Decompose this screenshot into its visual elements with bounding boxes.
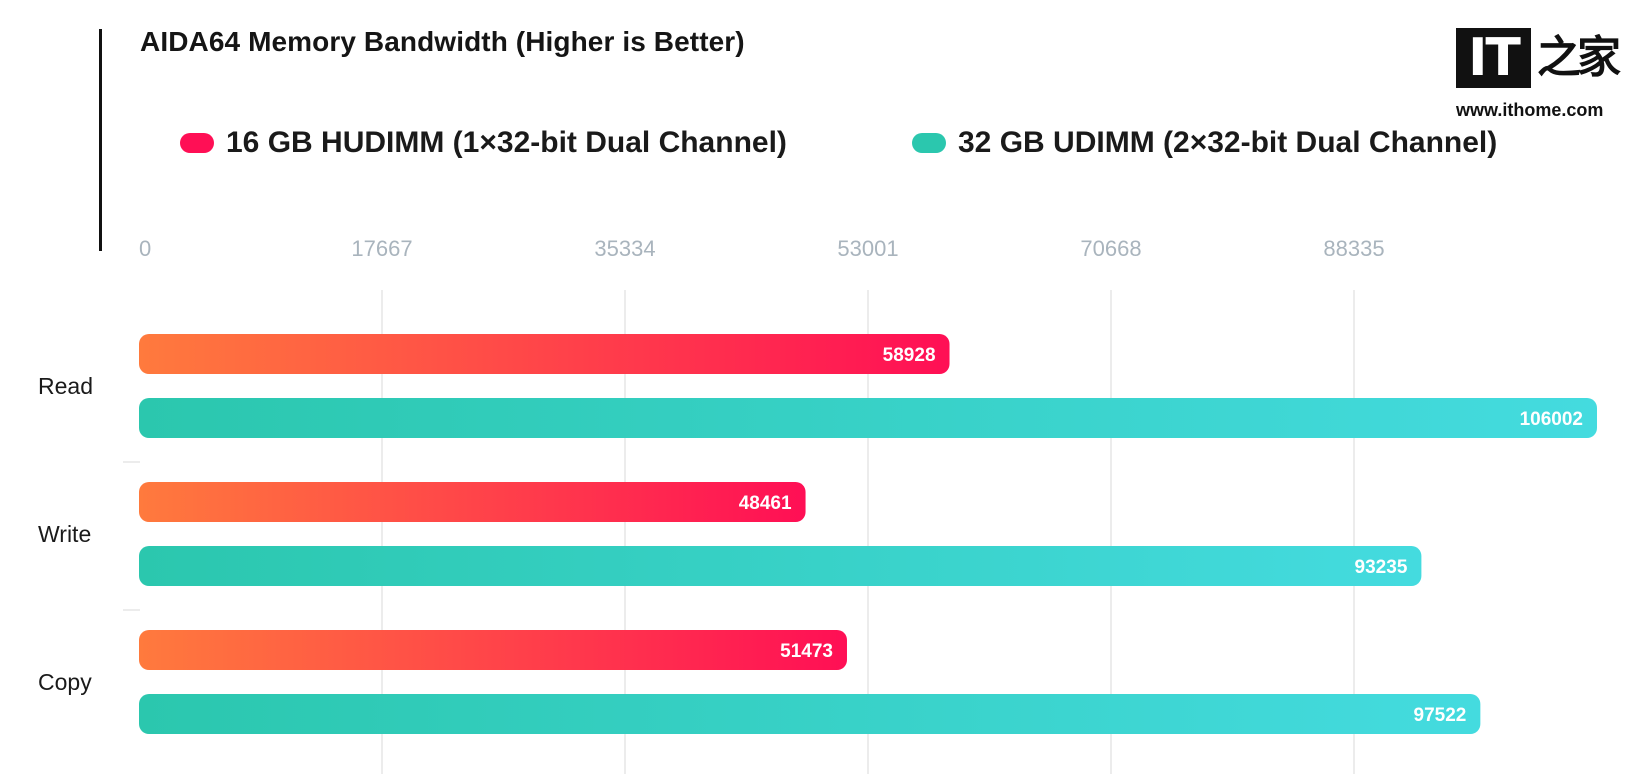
category-label-write: Write (38, 521, 91, 547)
accent-rule (99, 29, 102, 251)
bars: 58928 106002 48461 93235 51473 97522 (139, 334, 1597, 734)
logo-mark: IT 之家 (1456, 28, 1621, 88)
bar-read-series-2 (139, 398, 1597, 438)
bar-value-label: 58928 (883, 345, 936, 366)
chart-title: AIDA64 Memory Bandwidth (Higher is Bette… (140, 26, 745, 57)
logo-url: www.ithome.com (1456, 100, 1604, 120)
bar-value-label: 93235 (1355, 557, 1408, 578)
bar-write-series-1 (139, 482, 806, 522)
bar-read-series-1 (139, 334, 950, 374)
bar-write-series-2 (139, 546, 1422, 586)
bar-copy-series-1 (139, 630, 847, 670)
x-tick-label: 70668 (1080, 236, 1141, 261)
bar-value-label: 106002 (1520, 409, 1583, 430)
legend-item-hudimm[interactable]: 16 GB HUDIMM (1×32-bit Dual Channel) (180, 126, 787, 160)
x-tick-label: 0 (139, 236, 151, 261)
x-tick-label: 17667 (351, 236, 412, 261)
bar-value-label: 97522 (1414, 705, 1467, 726)
category-label-copy: Copy (38, 669, 92, 695)
legend-swatch-udimm (912, 133, 946, 153)
x-tick-labels: 0 17667 35334 53001 70668 88335 (139, 236, 1385, 261)
category-separators (123, 461, 140, 611)
x-tick-label: 35334 (594, 236, 655, 261)
bar-value-label: 48461 (739, 493, 792, 514)
logo-chinese: 之家 (1537, 33, 1621, 82)
bar-copy-series-2 (139, 694, 1481, 734)
ithome-logo: IT 之家 www.ithome.com (1456, 24, 1626, 124)
category-labels: Read Write Copy (38, 373, 93, 695)
bar-value-label: 51473 (780, 641, 833, 662)
legend-label-hudimm: 16 GB HUDIMM (1×32-bit Dual Channel) (226, 126, 787, 159)
legend-swatch-hudimm (180, 133, 214, 153)
x-tick-label: 88335 (1323, 236, 1384, 261)
category-label-read: Read (38, 373, 93, 399)
legend-item-udimm[interactable]: 32 GB UDIMM (2×32-bit Dual Channel) (912, 126, 1497, 160)
logo-it-box: IT (1456, 28, 1531, 88)
legend-label-udimm: 32 GB UDIMM (2×32-bit Dual Channel) (958, 126, 1498, 159)
x-tick-label: 53001 (837, 236, 898, 261)
